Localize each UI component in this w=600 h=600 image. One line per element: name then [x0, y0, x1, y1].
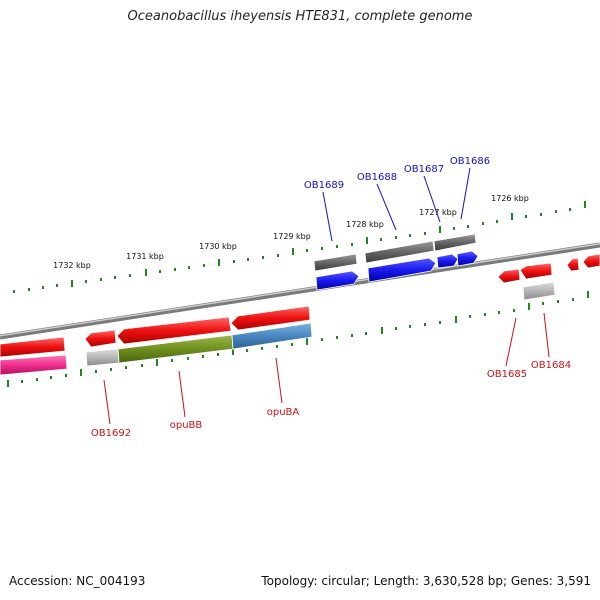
gene-label-ob1686: OB1686 — [450, 156, 490, 167]
cds-ob1685 — [497, 268, 521, 284]
gene-label-ob1687: OB1687 — [404, 164, 444, 175]
cds-ob1692 — [84, 329, 117, 348]
cds-ob1684 — [519, 262, 553, 280]
cds-ob1688 — [367, 257, 437, 283]
cds-ob1687 — [436, 253, 459, 269]
scale-label-1728: 1728 kbp — [346, 220, 384, 229]
gene-label-ob1692: OB1692 — [91, 428, 131, 439]
gene-label-ob1688: OB1688 — [357, 172, 397, 183]
feature-dark-gray — [313, 253, 358, 272]
gene-label-opuba: opuBA — [267, 407, 300, 418]
upper-scale-ticks — [13, 201, 586, 293]
figure-title: Oceanobacillus iheyensis HTE831, complet… — [127, 9, 473, 24]
scale-label-1730: 1730 kbp — [199, 242, 237, 251]
genome-backbone — [0, 242, 600, 340]
scale-label-1731: 1731 kbp — [126, 252, 164, 261]
cds-right-edge — [566, 257, 580, 272]
cds-ob1686 — [456, 250, 479, 267]
gene-label-ob1685: OB1685 — [487, 369, 527, 380]
scale-label-1726: 1726 kbp — [491, 194, 529, 203]
scale-label-1727: 1727 kbp — [419, 208, 457, 217]
feature-dark-gray — [433, 233, 477, 252]
lower-scale-ticks — [7, 291, 589, 387]
feature-light-gray — [522, 281, 556, 301]
cds-opubb — [116, 316, 232, 345]
scale-label-1732: 1732 kbp — [53, 261, 91, 270]
accession-label: Accession: NC_004193 — [9, 574, 146, 588]
red-leader-lines — [103, 312, 550, 425]
feature-light-gray — [85, 348, 120, 367]
cds-left-edge — [0, 336, 66, 358]
feature-steel-blue — [231, 322, 313, 350]
feature-dark-gray — [364, 240, 435, 264]
genome-backbone-highlight — [0, 243, 600, 337]
cds-ob1689 — [315, 270, 360, 291]
feature-magenta — [0, 354, 68, 376]
genome-summary: Topology: circular; Length: 3,630,528 bp… — [261, 574, 591, 588]
cds-opuba — [230, 305, 311, 331]
gene-label-ob1684: OB1684 — [531, 360, 571, 371]
gene-label-ob1689: OB1689 — [304, 180, 344, 191]
gene-label-opubb: opuBB — [170, 420, 203, 431]
scale-label-1729: 1729 kbp — [273, 232, 311, 241]
cds-right-edge-2 — [582, 253, 600, 269]
blue-leader-lines — [322, 167, 471, 242]
